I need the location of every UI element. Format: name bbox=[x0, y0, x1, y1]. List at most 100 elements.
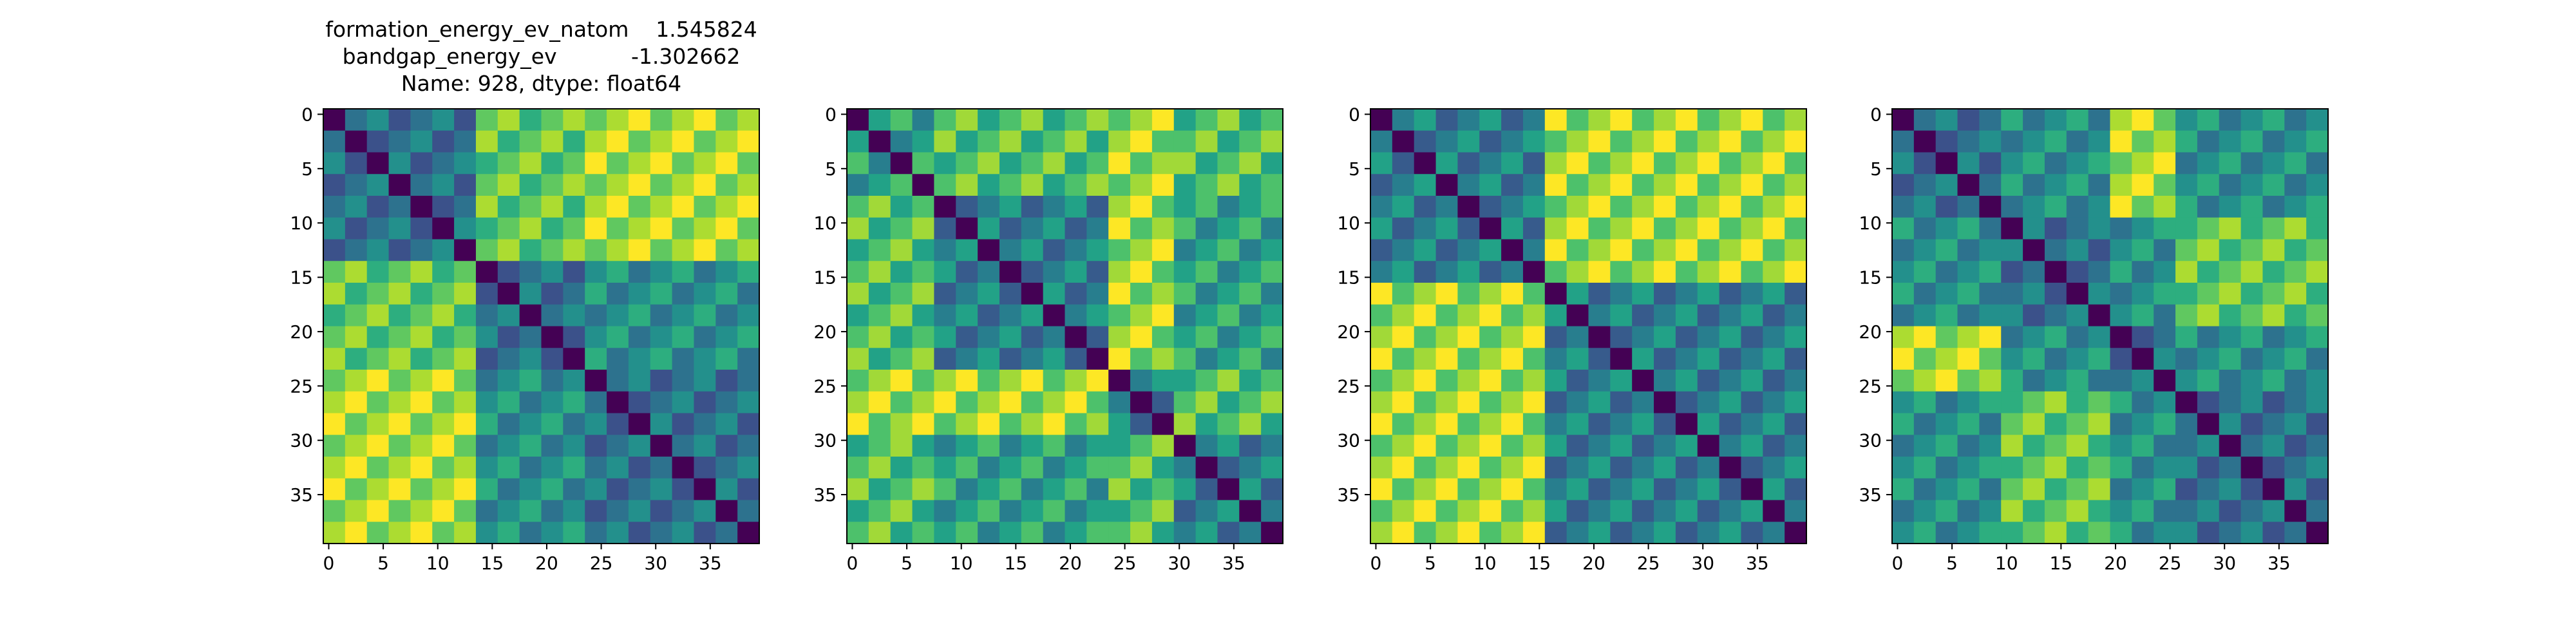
heatmap-cell bbox=[1108, 478, 1131, 501]
heatmap-cell bbox=[715, 174, 738, 196]
heatmap-cell bbox=[2306, 478, 2329, 501]
heatmap-cell bbox=[1522, 370, 1546, 392]
heatmap-cell bbox=[1370, 196, 1393, 218]
heatmap-cell bbox=[1108, 283, 1131, 305]
x-tick-label: 15 bbox=[1005, 553, 1028, 574]
heatmap-cell bbox=[388, 152, 411, 175]
heatmap-cell bbox=[1261, 370, 1283, 392]
heatmap-cell bbox=[1522, 217, 1546, 240]
heatmap-cell bbox=[934, 522, 956, 544]
heatmap-cell bbox=[2154, 348, 2176, 370]
heatmap-cell bbox=[1457, 304, 1480, 327]
heatmap-cell bbox=[1173, 261, 1197, 283]
heatmap-cell bbox=[1763, 391, 1785, 414]
heatmap-cell bbox=[323, 391, 346, 414]
heatmap-cell bbox=[1130, 478, 1153, 501]
heatmap-cell bbox=[1654, 370, 1676, 392]
heatmap-cell bbox=[1588, 130, 1611, 153]
heatmap-cell bbox=[475, 174, 498, 196]
heatmap-cell bbox=[2197, 522, 2220, 544]
heatmap-cell bbox=[1217, 500, 1240, 522]
heatmap-cell bbox=[432, 391, 455, 414]
heatmap-cell bbox=[410, 130, 433, 153]
heatmap-cell bbox=[1173, 457, 1197, 479]
heatmap-cell bbox=[475, 196, 498, 218]
heatmap-cell bbox=[2240, 130, 2264, 153]
x-tick-label: 15 bbox=[481, 553, 504, 574]
heatmap-cell bbox=[541, 500, 564, 522]
heatmap-cell bbox=[2088, 130, 2111, 153]
heatmap-cell bbox=[1892, 370, 1915, 392]
heatmap-cell bbox=[323, 261, 346, 283]
heatmap-cell bbox=[2001, 261, 2023, 283]
heatmap-cell bbox=[1785, 522, 1807, 544]
heatmap-cell bbox=[1457, 261, 1480, 283]
heatmap-cell bbox=[1021, 109, 1044, 131]
heatmap-cell bbox=[1935, 239, 1958, 261]
heatmap-cell bbox=[388, 239, 411, 261]
heatmap-cell bbox=[715, 152, 738, 175]
heatmap-cell bbox=[1414, 217, 1437, 240]
heatmap-cell bbox=[956, 239, 978, 261]
heatmap-cell bbox=[1130, 500, 1153, 522]
heatmap-cell bbox=[1261, 174, 1283, 196]
heatmap-cell bbox=[2088, 370, 2111, 392]
heatmap-cell bbox=[1544, 391, 1567, 414]
heatmap-cell bbox=[1195, 174, 1218, 196]
heatmap-cell bbox=[1392, 109, 1415, 131]
heatmap-cell bbox=[519, 413, 542, 435]
heatmap-cell bbox=[1935, 283, 1958, 305]
heatmap-cell bbox=[628, 261, 651, 283]
heatmap-cell bbox=[1675, 457, 1698, 479]
heatmap-cell bbox=[2197, 500, 2220, 522]
heatmap-cell bbox=[323, 174, 346, 196]
heatmap-cell bbox=[2132, 283, 2154, 305]
heatmap-cell bbox=[1654, 500, 1676, 522]
heatmap-cell bbox=[1435, 370, 1458, 392]
heatmap-cell bbox=[694, 413, 716, 435]
heatmap-cell bbox=[737, 130, 760, 153]
heatmap-cell bbox=[1130, 326, 1153, 348]
heatmap-cell bbox=[1610, 196, 1633, 218]
heatmap-cell bbox=[737, 196, 760, 218]
y-tick-label: 25 bbox=[813, 375, 837, 397]
heatmap-cell bbox=[2197, 326, 2220, 348]
heatmap-cell bbox=[345, 391, 368, 414]
heatmap-cell bbox=[1632, 348, 1654, 370]
heatmap-cell bbox=[475, 413, 498, 435]
heatmap-cell bbox=[1741, 109, 1763, 131]
heatmap-cell bbox=[912, 413, 934, 435]
heatmap-cell bbox=[1239, 130, 1262, 153]
heatmap-cell bbox=[1979, 326, 2002, 348]
heatmap-cell bbox=[410, 522, 433, 544]
heatmap-cell bbox=[2110, 283, 2132, 305]
heatmap-cell bbox=[432, 130, 455, 153]
heatmap-cell bbox=[585, 391, 607, 414]
heatmap-cell bbox=[1173, 304, 1197, 327]
heatmap-cell bbox=[1785, 457, 1807, 479]
heatmap-cell bbox=[1435, 457, 1458, 479]
heatmap-cell bbox=[1457, 522, 1480, 544]
heatmap-cell bbox=[2132, 500, 2154, 522]
heatmap-cell bbox=[890, 457, 913, 479]
heatmap-cell bbox=[1043, 391, 1066, 414]
heatmap-cell bbox=[1979, 370, 2002, 392]
heatmap-cell bbox=[1935, 348, 1958, 370]
heatmap-cell bbox=[2197, 174, 2220, 196]
heatmap-cell bbox=[2110, 435, 2132, 457]
heatmap-cell bbox=[1151, 348, 1175, 370]
heatmap-cell bbox=[934, 391, 956, 414]
heatmap-cell bbox=[1522, 348, 1546, 370]
heatmap-cell bbox=[366, 283, 390, 305]
heatmap-cell bbox=[999, 478, 1022, 501]
heatmap-cell bbox=[2023, 304, 2045, 327]
heatmap-cell bbox=[607, 152, 629, 175]
heatmap-cell bbox=[1086, 478, 1109, 501]
heatmap-cell bbox=[1632, 130, 1654, 153]
heatmap-cell bbox=[1610, 130, 1633, 153]
heatmap-cell bbox=[2197, 261, 2220, 283]
heatmap-cell bbox=[1370, 130, 1393, 153]
heatmap-cell bbox=[999, 370, 1022, 392]
heatmap-cell bbox=[1435, 217, 1458, 240]
heatmap-cell bbox=[2175, 348, 2198, 370]
